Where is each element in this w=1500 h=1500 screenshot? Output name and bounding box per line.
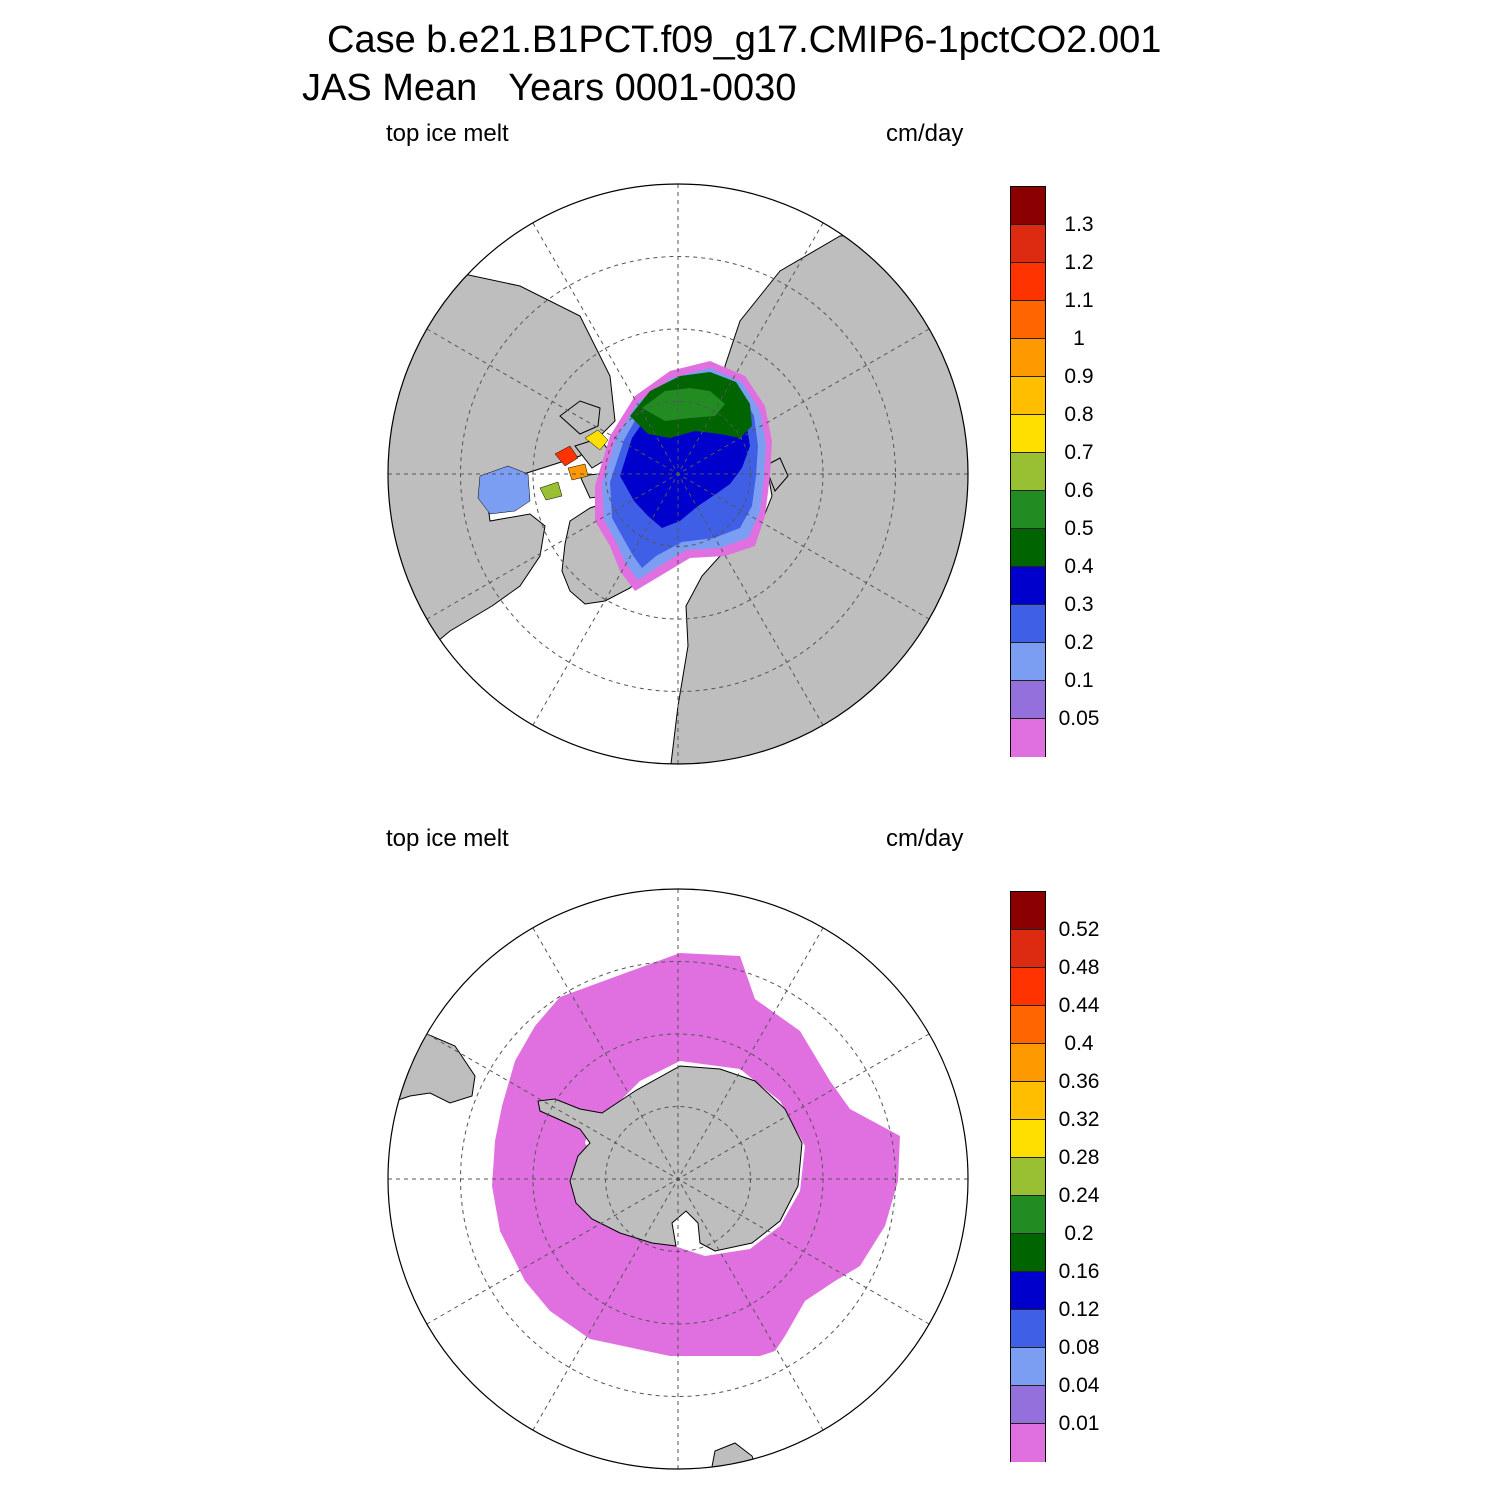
colorbar-tick-label: 0.3: [1064, 593, 1094, 616]
north-units-label: cm/day: [886, 120, 964, 147]
colorbar-tick-label: 1: [1073, 327, 1085, 350]
hudson-bay-ice: [477, 465, 531, 515]
ice-melt-high-patch: [539, 481, 563, 501]
plot-title: Case b.e21.B1PCT.f09_g17.CMIP6-1pctCO2.0…: [327, 19, 1162, 61]
ice-melt-high-patch: [567, 463, 589, 481]
colorbar-tick-label: 0.12: [1058, 1298, 1100, 1321]
colorbar-tick-label: 0.52: [1058, 918, 1100, 941]
ice-melt-high-patch: [554, 445, 579, 467]
colorbar-tick-label: 0.48: [1058, 956, 1100, 979]
south-units-label: cm/day: [886, 825, 964, 852]
ice-melt-0.01-field: [492, 953, 900, 1356]
colorbar-tick-label: 0.8: [1064, 403, 1094, 426]
colorbar-tick-label: 1.1: [1064, 289, 1094, 312]
colorbar-tick-label: 0.2: [1064, 1222, 1094, 1245]
colorbar-tick-label: 0.9: [1064, 365, 1094, 388]
south-colorbar: 0.52 0.48 0.44 0.4 0.36 0.32 0.28 0.24 0…: [1010, 891, 1150, 1463]
colorbar-tick-label: 0.32: [1058, 1108, 1100, 1131]
colorbar-tick-label: 0.5: [1064, 517, 1094, 540]
colorbar-tick-label: 0.16: [1058, 1260, 1100, 1283]
colorbar-tick-label: 0.7: [1064, 441, 1094, 464]
south-polar-map: [387, 888, 969, 1470]
graticule: [388, 889, 968, 1469]
north-colorbar-boxes: [1010, 186, 1046, 757]
antarctica-landmass: [537, 1065, 803, 1252]
colorbar-tick-label: 1.2: [1064, 251, 1094, 274]
south-variable-label: top ice melt: [386, 825, 509, 852]
north-colorbar: 1.3 1.2 1.1 1 0.9 0.8 0.7 0.6 0.5 0.4 0.…: [1010, 186, 1150, 758]
colorbar-tick-label: 1.3: [1064, 213, 1094, 236]
colorbar-tick-label: 0.2: [1064, 631, 1094, 654]
colorbar-tick-label: 0.28: [1058, 1146, 1100, 1169]
colorbar-tick-label: 0.1: [1064, 669, 1094, 692]
colorbar-tick-label: 0.05: [1058, 707, 1100, 730]
map-boundary-circle: [387, 888, 969, 1470]
colorbar-tick-label: 0.04: [1058, 1374, 1100, 1397]
north-variable-label: top ice melt: [386, 120, 509, 147]
south-colorbar-boxes: [1010, 891, 1046, 1462]
colorbar-tick-label: 0.36: [1058, 1070, 1100, 1093]
novaya-zemlya-island: [764, 457, 789, 492]
colorbar-tick-label: 0.6: [1064, 479, 1094, 502]
graticule: [388, 184, 968, 764]
colorbar-tick-label: 0.24: [1058, 1184, 1100, 1207]
colorbar-tick-label: 0.4: [1064, 555, 1094, 578]
colorbar-tick-label: 0.44: [1058, 994, 1100, 1017]
map-boundary-circle: [387, 183, 969, 765]
colorbar-tick-label: 0.01: [1058, 1412, 1100, 1435]
ice-melt-high-patch: [584, 429, 609, 451]
ice-melt-0.5-band: [642, 388, 725, 421]
north-polar-map: [387, 183, 969, 765]
eurasia-landmass: [669, 230, 968, 764]
plot-subtitle: JAS Mean Years 0001-0030: [302, 67, 797, 109]
colorbar-tick-label: 0.08: [1058, 1336, 1100, 1359]
colorbar-tick-label: 0.4: [1064, 1032, 1094, 1055]
